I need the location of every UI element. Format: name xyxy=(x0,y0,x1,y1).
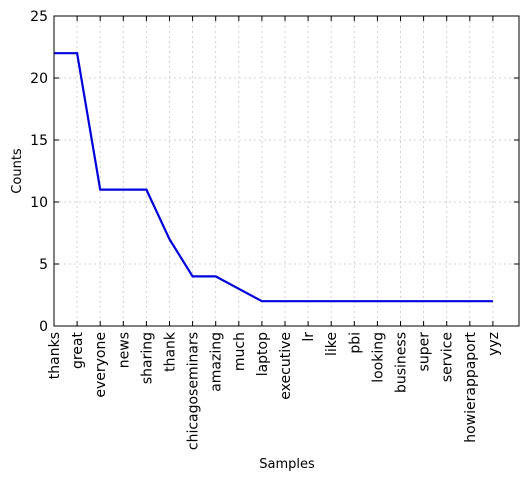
x-tick-label: sharing xyxy=(139,332,155,384)
y-tick-label: 5 xyxy=(39,257,48,273)
y-tick-label: 10 xyxy=(30,195,48,211)
x-tick-label: news xyxy=(116,332,132,368)
y-tick-label: 25 xyxy=(30,9,48,25)
x-tick-label: pbi xyxy=(347,332,363,354)
y-tick-label: 20 xyxy=(30,71,48,87)
x-tick-label: howierappaport xyxy=(463,331,479,442)
x-axis-label: Samples xyxy=(259,457,315,472)
axes-group xyxy=(54,16,519,326)
x-tick-label: looking xyxy=(370,332,386,383)
x-tick-label: lr xyxy=(301,332,317,342)
x-tick-label: yyz xyxy=(486,332,502,356)
y-tick-label: 15 xyxy=(30,133,48,149)
plot-frame xyxy=(54,16,519,326)
x-tick-label: business xyxy=(394,332,410,393)
x-tick-label: amazing xyxy=(209,332,225,392)
x-tick-label: great xyxy=(70,332,86,370)
x-tick-label: super xyxy=(417,332,433,372)
x-tick-label: thanks xyxy=(47,332,63,379)
x-tick-label: service xyxy=(440,332,456,382)
grid-lines xyxy=(54,16,519,326)
x-ticks: thanks great everyone news sharing thank chica… xyxy=(47,16,502,450)
x-tick-label: chicagoseminars xyxy=(186,332,202,450)
x-tick-label: executive xyxy=(278,332,294,400)
x-tick-label: much xyxy=(232,332,248,371)
y-axis-label: Counts xyxy=(10,148,25,194)
x-tick-label: laptop xyxy=(255,332,271,376)
x-tick-label: like xyxy=(324,332,340,356)
x-tick-label: thank xyxy=(163,331,179,372)
x-tick-label: everyone xyxy=(93,332,109,398)
